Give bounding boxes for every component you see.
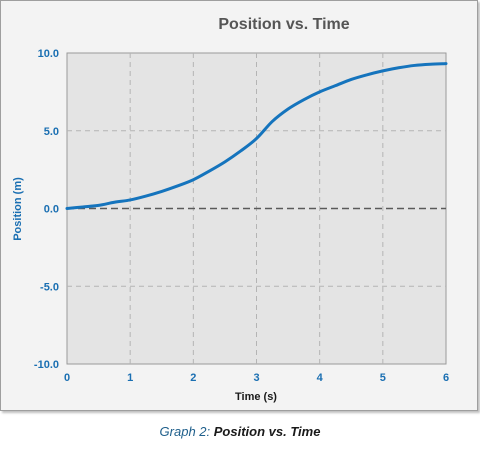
x-tick-label: 3	[253, 372, 259, 384]
y-tick-label: 10.0	[38, 48, 59, 60]
x-axis-label: Time (s)	[235, 391, 277, 403]
y-tick-label: -10.0	[34, 359, 59, 371]
caption-label: Graph 2:	[159, 424, 211, 439]
x-tick-label: 5	[380, 372, 386, 384]
x-axis-ticks: 0 1 2 3 4 5 6	[64, 372, 449, 384]
figure-caption: Graph 2: Position vs. Time	[0, 424, 480, 439]
y-tick-label: -5.0	[40, 281, 59, 293]
chart-title: Position vs. Time	[218, 16, 349, 33]
y-axis-ticks: 10.0 5.0 0.0 -5.0 -10.0	[34, 48, 59, 371]
figure-frame: Position vs. Time 0 1 2 3 4 5 6 10.0 5.0 0.0 -5.0…	[0, 0, 478, 411]
series-line-position	[65, 62, 448, 210]
y-tick-label: 0.0	[44, 204, 59, 216]
caption-text: Position vs. Time	[213, 424, 321, 439]
position-time-chart: Position vs. Time 0 1 2 3 4 5 6 10.0 5.0 0.0 -5.0…	[12, 16, 449, 403]
x-tick-label: 6	[443, 372, 449, 384]
x-tick-label: 0	[64, 372, 70, 384]
series-group	[65, 62, 448, 210]
x-tick-label: 1	[127, 372, 133, 384]
y-tick-label: 5.0	[44, 126, 59, 138]
x-tick-label: 4	[317, 372, 324, 384]
x-tick-label: 2	[190, 372, 196, 384]
y-axis-label: Position (m)	[12, 177, 24, 241]
